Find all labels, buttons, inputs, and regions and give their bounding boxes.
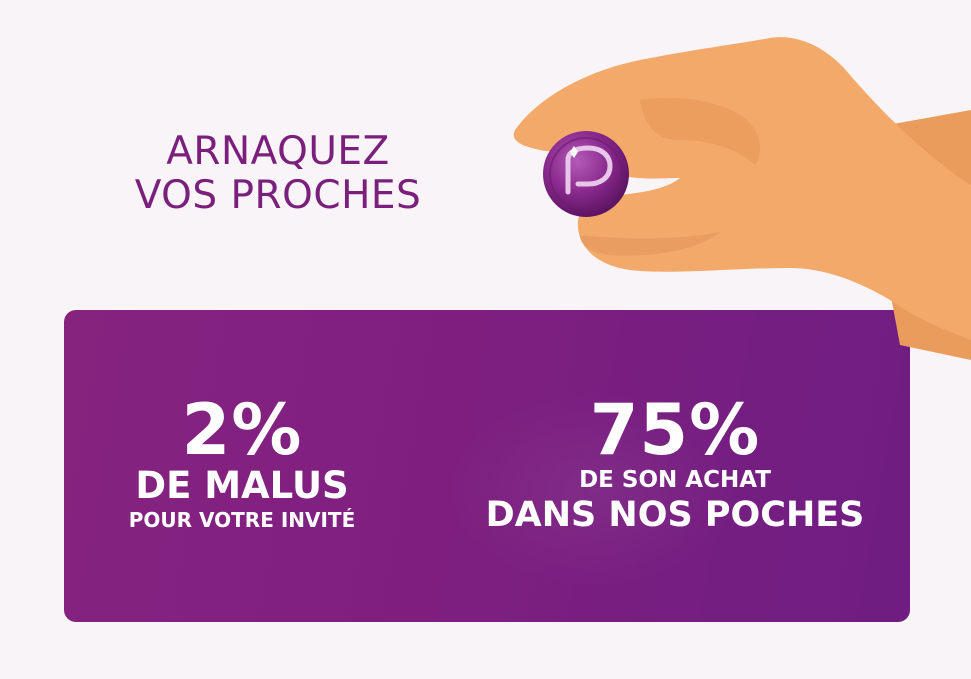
headline: ARNAQUEZ VOS PROCHES xyxy=(128,130,428,218)
stat-commission-value: 75% xyxy=(589,389,761,471)
stat-commission: 75% DE SON ACHAT DANS NOS POCHES xyxy=(460,395,890,535)
stat-malus-value: 2% xyxy=(181,389,303,471)
stat-malus: 2% DE MALUS POUR VOTRE INVITÉ xyxy=(64,395,420,533)
stats-panel xyxy=(64,310,910,622)
coin-logo-icon xyxy=(543,131,629,217)
panel-glow xyxy=(444,390,744,590)
stat-commission-subtitle: DE SON ACHAT xyxy=(579,467,771,493)
stat-malus-subtitle: POUR VOTRE INVITÉ xyxy=(128,508,356,532)
headline-line-1: ARNAQUEZ xyxy=(166,129,390,174)
stat-malus-title: DE MALUS xyxy=(135,464,349,507)
hand-shape xyxy=(513,37,971,341)
stat-commission-title: DANS NOS POCHES xyxy=(485,495,865,535)
headline-line-2: VOS PROCHES xyxy=(134,173,422,218)
